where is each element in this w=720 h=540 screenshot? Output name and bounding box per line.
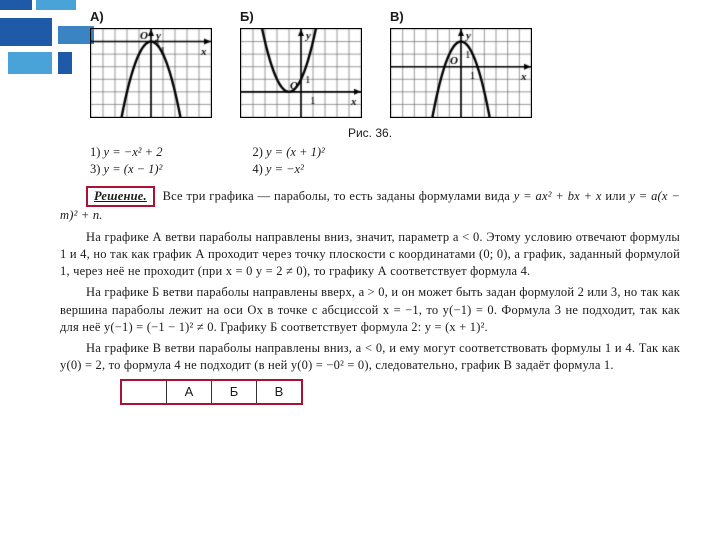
graphs-row: А) Б) В) xyxy=(90,8,680,123)
paragraph-a: На графике А ветви параболы направлены в… xyxy=(60,229,680,281)
graph-label: В) xyxy=(390,8,532,26)
formula-4: 4) y = −x² xyxy=(252,161,304,178)
paragraph-v: На графике В ветви параболы направлены в… xyxy=(60,340,680,375)
graph-label: А) xyxy=(90,8,212,26)
graph-label: Б) xyxy=(240,8,362,26)
answer-header-a: А xyxy=(167,380,212,404)
answer-header-b: Б xyxy=(212,380,257,404)
answer-table: А Б В xyxy=(120,379,303,405)
graph-a: А) xyxy=(90,8,212,123)
formula-1: 1) y = −x² + 2 xyxy=(90,144,162,161)
graph-canvas xyxy=(240,28,362,118)
formula-choices: 1) y = −x² + 2 2) y = (x + 1)² 3) y = (x… xyxy=(90,144,680,179)
formula-2: 2) y = (x + 1)² xyxy=(252,144,324,161)
solution-label: Решение. xyxy=(86,186,155,207)
formula-3: 3) y = (x − 1)² xyxy=(90,161,162,178)
figure-caption: Рис. 36. xyxy=(60,125,680,142)
answer-blank-cell xyxy=(121,380,167,404)
answer-header-v: В xyxy=(257,380,303,404)
document-body: А) Б) В) Рис. 36. 1) y = −x² + 2 2) y = (x… xyxy=(0,0,720,415)
graph-b: Б) xyxy=(240,8,362,123)
graph-canvas xyxy=(90,28,212,118)
graph-canvas xyxy=(390,28,532,118)
graph-v: В) xyxy=(390,8,532,123)
paragraph-intro: Решение. Все три графика — параболы, то … xyxy=(60,186,680,225)
paragraph-b: На графике Б ветви параболы направлены в… xyxy=(60,284,680,336)
